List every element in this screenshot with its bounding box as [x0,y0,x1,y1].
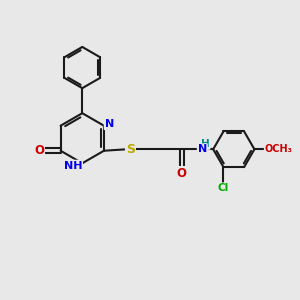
Text: O: O [177,167,187,180]
Text: N: N [105,119,114,129]
Text: H: H [201,139,210,149]
Text: O: O [34,144,44,157]
Text: OCH₃: OCH₃ [265,144,292,154]
Text: N: N [198,144,207,154]
Text: Cl: Cl [218,183,229,193]
Text: S: S [126,143,135,156]
Text: NH: NH [64,160,82,171]
